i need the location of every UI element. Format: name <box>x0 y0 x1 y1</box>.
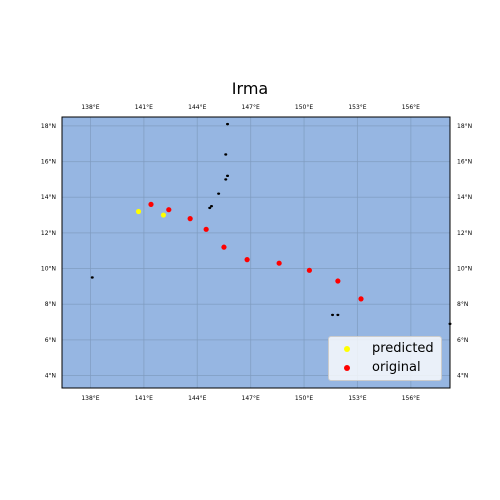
original-point <box>306 267 312 273</box>
lon-tick-label-bottom: 156°E <box>402 395 420 402</box>
original-marker-icon <box>344 365 350 371</box>
lat-tick-label-left: 14°N <box>41 194 56 201</box>
lon-tick-label-top: 150°E <box>295 104 313 111</box>
lat-tick-label-left: 18°N <box>41 123 56 130</box>
island-mark <box>208 206 212 210</box>
land-islands <box>90 122 452 326</box>
legend-item-predicted: predicted <box>329 340 441 358</box>
island-mark <box>226 122 230 126</box>
map-title: Irma <box>231 79 269 98</box>
lat-tick-label-right: 10°N <box>457 266 472 273</box>
original-point <box>166 207 172 213</box>
island-mark <box>331 313 335 317</box>
legend-item-original: original <box>329 359 441 377</box>
original-point <box>244 257 250 263</box>
lat-tick-label-right: 4°N <box>457 373 468 380</box>
lat-tick-label-right: 16°N <box>457 159 472 166</box>
lat-tick-label-right: 14°N <box>457 194 472 201</box>
lat-tick-label-left: 4°N <box>45 373 56 380</box>
map-frame <box>61 116 451 389</box>
legend: predicted original <box>328 336 442 381</box>
lat-tick-label-right: 12°N <box>457 230 472 237</box>
lon-tick-label-bottom: 141°E <box>135 395 153 402</box>
original-point <box>276 260 282 266</box>
predicted-point <box>160 212 167 218</box>
lon-tick-label-bottom: 150°E <box>295 395 313 402</box>
island-mark <box>90 276 94 279</box>
lat-tick-label-right: 8°N <box>457 301 468 308</box>
lon-tick-label-top: 156°E <box>402 104 420 111</box>
lat-tick-label-left: 12°N <box>41 230 56 237</box>
lat-tick-label-left: 10°N <box>41 266 56 273</box>
lat-tick-label-right: 18°N <box>457 123 472 130</box>
original-point <box>221 244 227 250</box>
island-mark <box>210 204 214 208</box>
lat-tick-label-right: 6°N <box>457 337 468 344</box>
lon-tick-label-bottom: 144°E <box>188 395 206 402</box>
original-point <box>203 226 209 232</box>
lon-tick-label-top: 141°E <box>135 104 153 111</box>
lon-tick-label-top: 147°E <box>242 104 260 111</box>
predicted-marker-icon <box>344 346 350 352</box>
lon-tick-label-top: 144°E <box>188 104 206 111</box>
legend-label-predicted: predicted <box>372 341 434 356</box>
island-mark <box>226 174 230 178</box>
lon-tick-label-bottom: 153°E <box>348 395 366 402</box>
lat-tick-label-left: 16°N <box>41 159 56 166</box>
lon-tick-label-top: 153°E <box>348 104 366 111</box>
lon-tick-label-bottom: 138°E <box>81 395 99 402</box>
lat-tick-label-left: 6°N <box>45 337 56 344</box>
axis-ticks: 138°E 138°E 141°E 141°E 144°E 144°E 147°E 147°E… <box>41 104 472 402</box>
lon-tick-label-top: 138°E <box>81 104 99 111</box>
original-point <box>148 201 154 207</box>
island-mark <box>217 192 221 195</box>
original-point <box>187 216 193 222</box>
island-mark <box>336 313 340 317</box>
legend-label-original: original <box>372 360 421 375</box>
lon-tick-label-bottom: 147°E <box>242 395 260 402</box>
island-mark <box>224 178 228 181</box>
lat-tick-label-left: 8°N <box>45 301 56 308</box>
island-mark <box>224 153 228 156</box>
track-points <box>135 201 364 302</box>
original-point <box>335 278 341 284</box>
original-point <box>358 296 364 302</box>
predicted-point <box>135 208 142 215</box>
